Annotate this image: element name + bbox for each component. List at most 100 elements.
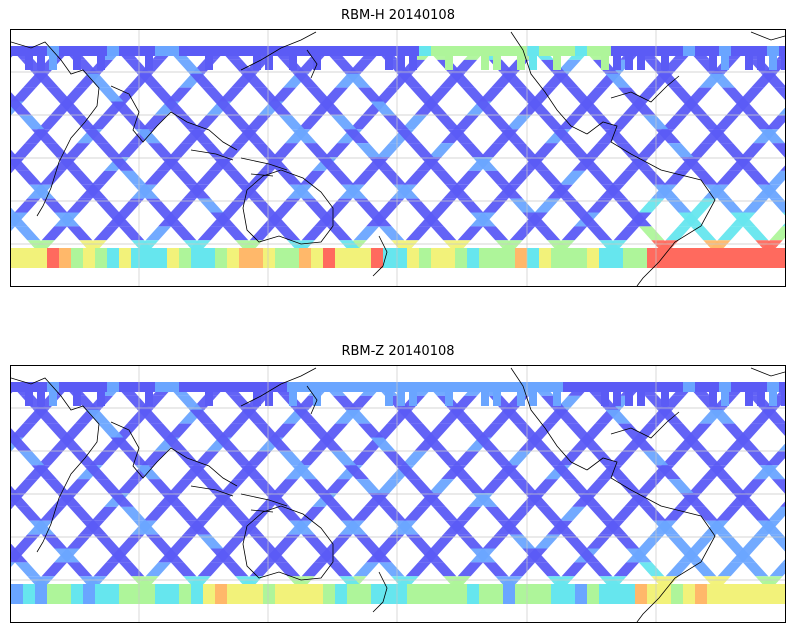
swath-segment — [62, 87, 89, 102]
band-cell — [227, 382, 239, 392]
band-cell — [335, 46, 347, 56]
band-cell — [769, 56, 777, 70]
band-cell — [599, 248, 611, 268]
swath-segment — [586, 198, 613, 213]
band-cell — [47, 584, 59, 604]
band-cell — [35, 584, 47, 604]
swath-segment — [378, 534, 405, 549]
band-cell — [601, 392, 609, 406]
swath-segment — [557, 115, 584, 130]
swath-segment — [11, 493, 30, 507]
swath-segment — [497, 520, 523, 535]
band-cell — [659, 584, 671, 604]
swath-segment — [657, 73, 683, 88]
swath-segment — [584, 143, 611, 157]
swath-segment — [430, 562, 457, 577]
swath-segment — [62, 423, 89, 438]
band-cell — [635, 382, 647, 392]
swath-segment — [274, 562, 301, 577]
swath-segment — [738, 87, 765, 102]
swath-segment — [224, 170, 251, 185]
swath-segment — [709, 73, 735, 88]
swath-segment — [551, 465, 577, 480]
swath-segment — [686, 87, 713, 102]
swath-segment — [278, 451, 305, 466]
swath-segment — [588, 506, 615, 521]
swath-segment — [330, 451, 357, 466]
swath-segment — [274, 226, 301, 241]
band-cell — [191, 584, 203, 604]
swath-segment — [576, 157, 602, 171]
swath-segment — [322, 87, 349, 102]
swath-segment — [511, 479, 538, 493]
swath-segment — [85, 73, 111, 88]
swath-segment — [453, 451, 480, 466]
band-cell — [143, 584, 155, 604]
band-cell — [263, 382, 275, 392]
swath-segment — [661, 451, 688, 466]
swath-segment — [628, 493, 654, 507]
swath-segment — [97, 423, 124, 438]
swath-segment — [526, 101, 552, 116]
swath-segment — [434, 451, 461, 466]
band-cell — [287, 46, 299, 56]
band-cell — [445, 56, 453, 70]
band-cell — [251, 46, 263, 56]
band-cell — [59, 248, 71, 268]
swath-segment — [93, 198, 120, 213]
swath-segment — [418, 212, 444, 227]
band-cell — [203, 382, 215, 392]
band-cell — [455, 46, 467, 56]
swath-segment — [14, 562, 41, 577]
band-cell — [517, 56, 525, 70]
swath-segment — [199, 143, 226, 157]
swath-segment — [678, 548, 704, 563]
coastlines — [11, 31, 785, 286]
band-cell — [709, 392, 717, 406]
swath-segment — [782, 559, 785, 563]
swath-segment — [187, 465, 213, 480]
swath-segment — [218, 87, 245, 102]
swath-segment — [501, 73, 527, 88]
swath-segment — [41, 226, 68, 241]
swath-segment — [276, 506, 303, 521]
swath-segment — [11, 437, 32, 452]
swath-segment — [11, 548, 28, 563]
swath-segment — [343, 465, 369, 480]
swath-segment — [168, 479, 195, 493]
panel-title-rbm-h: RBM-H 20140108 — [341, 8, 455, 23]
swath-segment — [482, 198, 509, 213]
north-band — [11, 382, 785, 406]
band-cell — [83, 382, 95, 392]
swath-segment — [301, 226, 328, 241]
band-cell — [721, 56, 729, 70]
band-cell — [313, 392, 321, 406]
swath-segment — [210, 548, 236, 563]
band-cell — [107, 46, 119, 56]
swath-segment — [124, 395, 151, 410]
swath-segment — [553, 73, 579, 88]
band-cell — [623, 382, 635, 392]
swath-segment — [484, 170, 511, 185]
swath-segment — [784, 493, 785, 494]
band-cell — [683, 584, 695, 604]
swath-segment — [765, 451, 785, 466]
swath-segment — [713, 451, 740, 466]
swath-segment — [690, 198, 717, 213]
band-cell — [755, 248, 767, 268]
band-cell — [479, 248, 491, 268]
band-cell — [37, 56, 45, 70]
band-cell — [155, 248, 167, 268]
band-cell — [131, 46, 143, 56]
band-cell — [323, 584, 335, 604]
swath-segment — [690, 562, 717, 577]
band-cell — [95, 46, 107, 56]
band-cell — [265, 392, 273, 406]
coastline — [242, 169, 334, 245]
swath-segment — [605, 409, 631, 424]
swath-segment — [239, 465, 265, 480]
swath-segment — [326, 226, 353, 241]
band-cell — [563, 382, 575, 392]
band-cell — [239, 382, 251, 392]
swath-segment — [694, 451, 721, 466]
